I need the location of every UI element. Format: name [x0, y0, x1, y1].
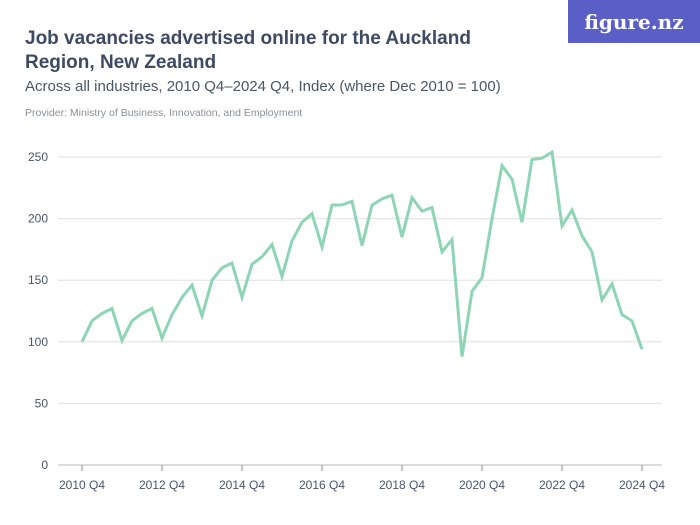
y-tick-label: 250: [28, 150, 48, 164]
x-tick-label: 2014 Q4: [219, 478, 265, 492]
x-tick-label: 2022 Q4: [539, 478, 585, 492]
y-tick-label: 0: [41, 458, 48, 472]
series-line: [80, 149, 644, 357]
y-tick-label: 200: [28, 212, 48, 226]
figure-nz-logo[interactable]: figure.nz: [568, 0, 700, 43]
x-tick-label: 2010 Q4: [59, 478, 105, 492]
y-tick-label: 100: [28, 335, 48, 349]
y-tick-label: 50: [35, 396, 49, 410]
x-tick-label: 2016 Q4: [299, 478, 345, 492]
x-tick-label: 2024 Q4: [619, 478, 665, 492]
x-tick-label: 2012 Q4: [139, 478, 185, 492]
chart-subtitle: Across all industries, 2010 Q4–2024 Q4, …: [25, 78, 501, 95]
y-tick-label: 150: [28, 273, 48, 287]
x-tick-label: 2018 Q4: [379, 478, 425, 492]
provider-text: Provider: Ministry of Business, Innovati…: [25, 107, 303, 119]
x-tick-label: 2020 Q4: [459, 478, 505, 492]
chart-title: Job vacancies advertised online for the …: [25, 28, 471, 73]
